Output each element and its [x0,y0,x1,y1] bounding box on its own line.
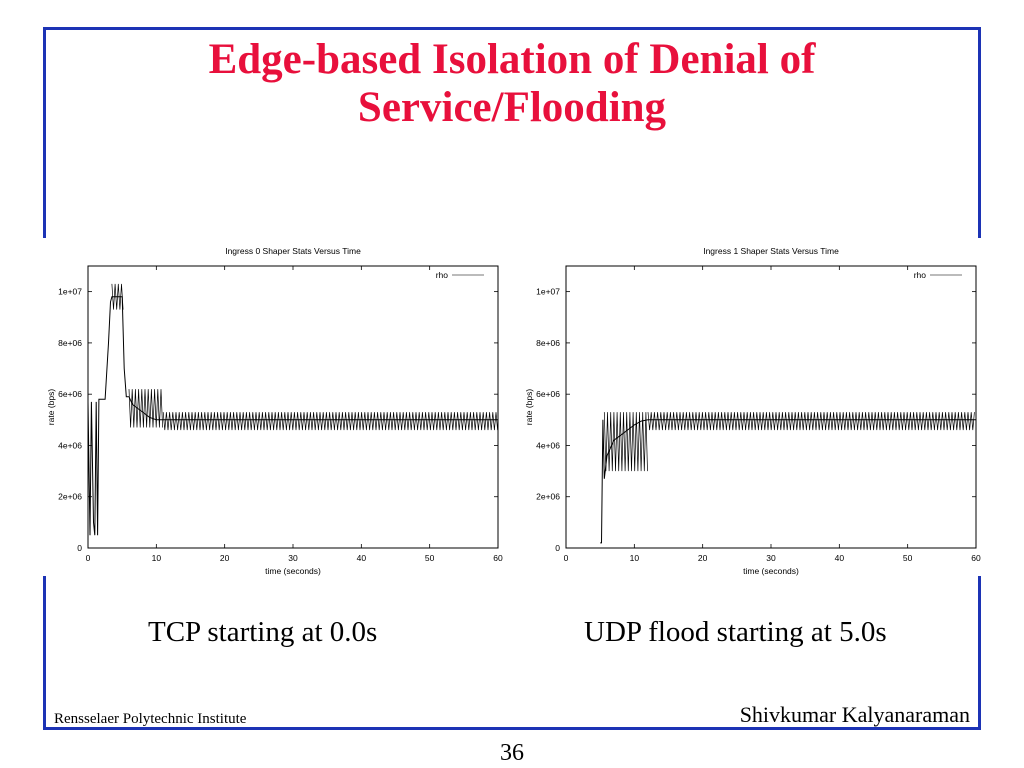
series-oscillation-rho [647,412,975,431]
series-oscillation-rho [603,412,648,472]
y-tick-label: 2e+06 [58,492,82,502]
caption-right: UDP flood starting at 5.0s [584,616,887,648]
chart-ingress-0: Ingress 0 Shaper Stats Versus Time 0 10 20 3… [46,246,503,576]
y-tick-label: 2e+06 [536,492,560,502]
x-tick-label: 30 [766,553,776,563]
legend-label: rho [914,270,927,280]
x-tick-label: 10 [152,553,162,563]
y-tick-label: 1e+07 [536,287,560,297]
y-tick-label: 4e+06 [536,440,560,450]
y-tick-label: 6e+06 [536,389,560,399]
x-axis-label: time (seconds) [743,566,799,576]
y-tick-label: 0 [555,543,560,553]
y-axis-label: rate (bps) [524,389,534,426]
x-tick-label: 0 [86,553,91,563]
x-tick-label: 10 [630,553,640,563]
x-tick-label: 20 [698,553,708,563]
plot-frame [565,265,977,549]
x-axis-label: time (seconds) [265,566,321,576]
x-tick-label: 40 [357,553,367,563]
y-tick-label: 8e+06 [536,338,560,348]
caption-left: TCP starting at 0.0s [148,616,378,648]
y-tick-label: 1e+07 [58,287,82,297]
chart-title: Ingress 0 Shaper Stats Versus Time [225,246,361,256]
series-oscillation-rho [162,412,498,431]
y-tick-label: 4e+06 [58,440,82,450]
series-line-rho [600,419,976,544]
slide-title-line-2: Service/Flooding [357,84,667,131]
y-tick-label: 8e+06 [58,338,82,348]
x-tick-label: 50 [425,553,435,563]
x-tick-label: 60 [493,553,503,563]
legend-label: rho [436,270,449,280]
x-tick-label: 0 [564,553,569,563]
footer-institution: Rensselaer Polytechnic Institute [54,711,247,727]
x-tick-label: 20 [220,553,230,563]
series-line-rho [87,296,498,536]
x-tick-label: 60 [971,553,981,563]
y-axis-label: rate (bps) [46,389,56,426]
chart-title: Ingress 1 Shaper Stats Versus Time [703,246,839,256]
slide-title: Edge-based Isolation of Denial of Servic… [100,36,924,132]
x-tick-label: 50 [903,553,913,563]
x-tick-label: 30 [288,553,298,563]
series-oscillation-rho [128,389,163,428]
page-number: 36 [500,740,524,766]
slide-title-line-1: Edge-based Isolation of Denial of [208,36,816,83]
plot-frame [87,265,499,549]
x-tick-label: 40 [835,553,845,563]
series-oscillation-rho [111,283,124,310]
y-tick-label: 6e+06 [58,389,82,399]
footer-author: Shivkumar Kalyanaraman [739,702,970,727]
plot-background [40,238,990,576]
y-tick-label: 0 [77,543,82,553]
chart-ingress-1: Ingress 1 Shaper Stats Versus Time 0 10 20 3… [524,246,981,576]
